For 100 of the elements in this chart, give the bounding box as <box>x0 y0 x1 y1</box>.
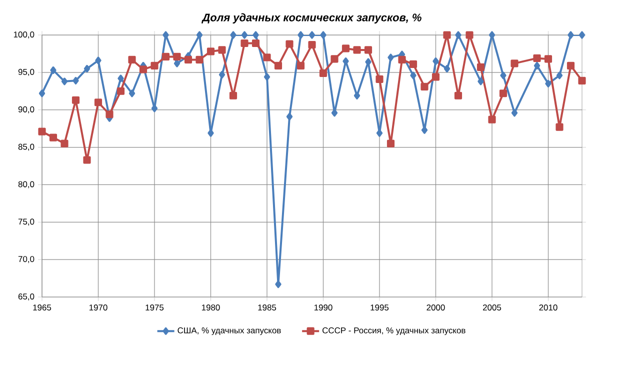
point <box>128 90 136 98</box>
point <box>72 96 80 104</box>
point <box>274 62 282 70</box>
point <box>106 110 114 118</box>
point <box>184 56 192 64</box>
point <box>342 44 350 52</box>
x-tick-label: 1990 <box>314 304 332 310</box>
point <box>49 134 58 142</box>
point <box>118 74 124 82</box>
point <box>61 78 68 86</box>
point <box>578 31 586 39</box>
point <box>454 92 462 100</box>
point <box>150 62 158 70</box>
point <box>95 56 102 64</box>
point <box>500 72 506 80</box>
point <box>320 31 326 39</box>
x-tick-label: 2005 <box>483 304 502 310</box>
point <box>241 31 248 39</box>
point <box>566 62 575 70</box>
point <box>578 76 586 84</box>
point <box>330 55 338 63</box>
point <box>443 31 451 39</box>
point <box>252 39 260 48</box>
y-tick-label: 85,0 <box>18 144 34 151</box>
point <box>545 80 552 88</box>
point <box>510 60 518 68</box>
point <box>83 156 91 164</box>
point <box>533 54 541 62</box>
point <box>298 31 304 39</box>
point <box>206 48 215 56</box>
legend-label: СССР - Россия, % удачных запусков <box>322 327 466 336</box>
point <box>240 39 248 48</box>
y-tick-label: 75,0 <box>18 218 34 226</box>
point <box>342 57 349 65</box>
point <box>196 31 203 39</box>
point <box>556 123 564 131</box>
point <box>432 73 440 81</box>
point <box>162 52 170 60</box>
point <box>264 73 270 81</box>
point <box>174 60 180 68</box>
point <box>173 52 181 60</box>
point <box>568 31 574 39</box>
x-tick-label: 1985 <box>258 304 276 310</box>
point <box>556 72 563 80</box>
y-tick-label: 70,0 <box>18 256 34 264</box>
point <box>230 31 236 39</box>
point <box>94 98 102 106</box>
y-tick-label: 80,0 <box>18 181 34 188</box>
y-tick-label: 95,0 <box>18 68 34 76</box>
point <box>364 46 372 54</box>
point <box>432 57 439 65</box>
x-tick-label: 1965 <box>33 304 52 310</box>
point <box>376 129 383 137</box>
point <box>308 31 316 39</box>
point <box>296 62 305 70</box>
point <box>365 58 372 66</box>
point <box>376 75 384 83</box>
legend-label: США, % удачных запусков <box>178 327 281 336</box>
point <box>409 60 418 68</box>
point <box>331 109 338 117</box>
point <box>196 56 204 64</box>
point <box>511 109 518 117</box>
point <box>162 31 169 39</box>
point <box>420 82 428 90</box>
x-tick-label: 2010 <box>539 304 558 310</box>
point <box>38 90 46 98</box>
point <box>319 69 328 77</box>
point <box>116 87 125 95</box>
x-tick-label: 1970 <box>89 304 108 310</box>
point <box>229 92 238 100</box>
point <box>308 40 316 49</box>
point <box>60 140 68 148</box>
point <box>50 66 56 74</box>
point <box>499 90 508 98</box>
point <box>410 72 416 80</box>
y-tick-label: 90,0 <box>18 106 34 114</box>
point <box>476 63 485 71</box>
point <box>72 76 79 84</box>
point <box>275 280 282 288</box>
x-tick-label: 1995 <box>370 304 389 310</box>
point <box>38 128 46 136</box>
point <box>218 46 226 54</box>
point <box>544 55 552 63</box>
point <box>386 140 395 148</box>
point <box>466 31 474 39</box>
point <box>139 66 148 74</box>
point <box>455 31 462 39</box>
point <box>84 64 90 72</box>
point <box>444 64 450 72</box>
point <box>286 112 293 120</box>
point <box>488 116 496 124</box>
point <box>534 62 540 70</box>
x-tick-label: 2000 <box>426 304 445 310</box>
y-tick-label: 65,0 <box>18 294 34 300</box>
point <box>353 46 361 54</box>
point <box>263 54 271 62</box>
point <box>208 129 214 137</box>
point <box>218 70 226 78</box>
point <box>354 92 360 100</box>
x-tick-label: 1980 <box>202 304 220 310</box>
